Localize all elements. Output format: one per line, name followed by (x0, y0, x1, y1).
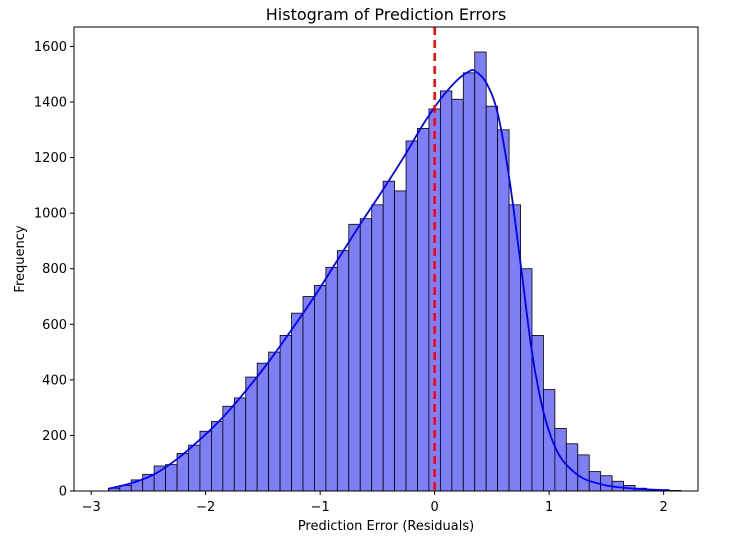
x-axis-ticks: −3 −2 −1 0 1 2 (82, 491, 668, 515)
y-axis-label: Frequency (13, 225, 28, 292)
histogram-bar (302, 296, 315, 492)
histogram-bar (439, 90, 453, 492)
x-tick-label: 1 (545, 500, 553, 515)
histogram-bar (394, 190, 407, 492)
histogram-bar (245, 376, 258, 492)
chart-title: Histogram of Prediction Errors (266, 5, 507, 24)
y-tick-label: 1600 (34, 40, 67, 55)
histogram-bar (451, 98, 464, 492)
histogram-bar (314, 284, 327, 492)
y-tick-label: 1000 (34, 207, 67, 222)
histogram-bar (485, 105, 499, 492)
histogram-bar (222, 405, 235, 492)
histogram-bar (405, 140, 418, 492)
histogram-bar (371, 204, 384, 492)
plot-frame (73, 26, 699, 492)
x-axis-label: Prediction Error (Residuals) (298, 519, 474, 534)
histogram-bar (497, 129, 510, 492)
histogram-bar (336, 250, 350, 492)
histogram-bar (233, 397, 247, 492)
histogram-bar (279, 335, 292, 492)
y-tick-label: 600 (42, 318, 67, 333)
histogram-bar (165, 464, 178, 492)
histogram-bar (188, 444, 201, 492)
y-tick-label: 800 (42, 262, 67, 277)
histogram-bar (256, 362, 270, 492)
kde-curve-group (108, 68, 670, 492)
histogram-bar (359, 218, 373, 492)
histogram-bar (176, 453, 189, 492)
x-tick-label: −3 (82, 500, 101, 515)
y-tick-label: 1200 (34, 151, 67, 166)
histogram-bar (554, 428, 567, 492)
x-tick-label: 0 (431, 500, 439, 515)
histogram-bar (382, 180, 395, 492)
y-tick-label: 0 (59, 485, 67, 500)
y-axis-ticks: 0 200 400 600 800 1000 1200 1400 1600 (34, 40, 74, 500)
x-tick-label: 2 (660, 500, 668, 515)
kde-curve (108, 68, 670, 492)
y-tick-label: 400 (42, 373, 67, 388)
histogram-bar (600, 475, 613, 492)
x-tick-label: −1 (311, 500, 330, 515)
histogram-bar (577, 454, 590, 492)
histogram-bar (462, 72, 476, 492)
histogram-bar (153, 465, 166, 492)
histogram-bar (210, 421, 224, 492)
histogram-bar (268, 351, 281, 492)
histogram-bar (199, 430, 212, 492)
histogram-bar (325, 266, 338, 492)
histogram-bar (474, 51, 487, 492)
x-tick-label: −2 (196, 500, 215, 515)
histogram-bar (348, 223, 361, 492)
y-tick-label: 1400 (34, 96, 67, 111)
histogram-bar (417, 128, 430, 492)
y-tick-label: 200 (42, 429, 67, 444)
histogram-bar (291, 312, 304, 492)
